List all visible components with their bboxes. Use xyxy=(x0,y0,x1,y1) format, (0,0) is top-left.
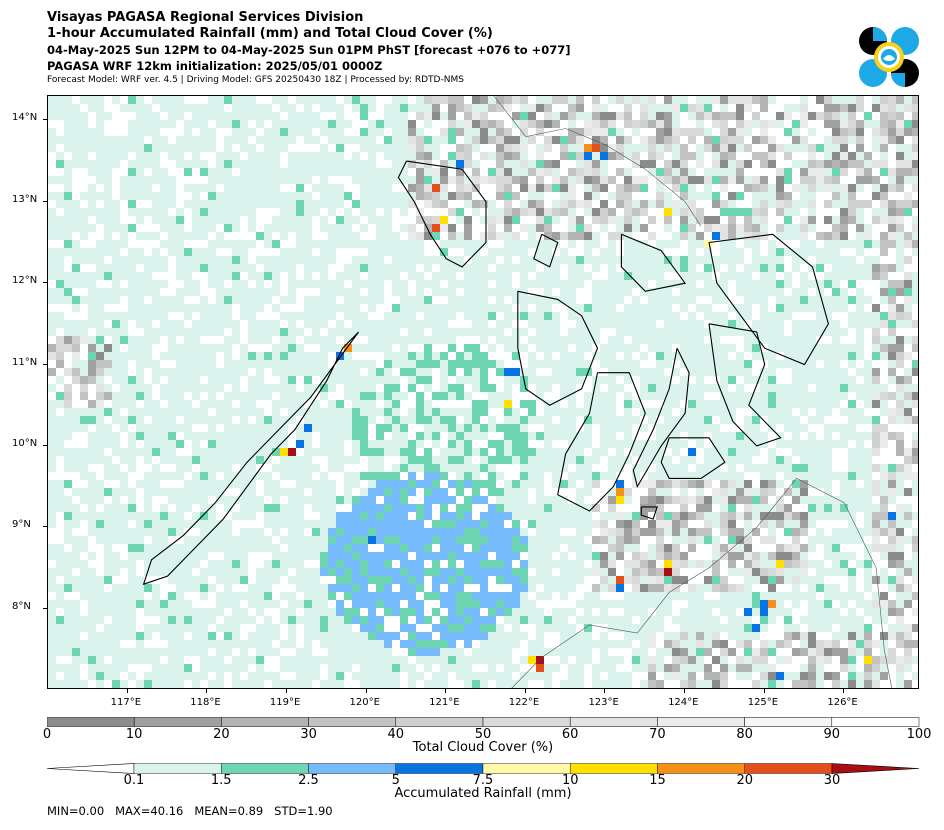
heavy-rain-cells xyxy=(280,144,896,680)
cloud-colorbar-tick: 100 xyxy=(906,727,932,742)
lat-tick-mark xyxy=(43,444,47,446)
rain-colorbar-tick: 2.5 xyxy=(298,773,319,788)
cloud-colorbar-tick: 30 xyxy=(300,727,317,742)
cloud-colorbar-tick: 90 xyxy=(823,727,841,742)
lat-tick-mark xyxy=(43,200,47,202)
rain-colorbar-tick: 1.5 xyxy=(210,773,232,788)
cloud-cover-colorbar xyxy=(47,717,920,727)
lon-tick-mark xyxy=(445,689,447,693)
lon-tick-label: 126°E xyxy=(827,697,858,708)
lon-tick-label: 122°E xyxy=(508,697,540,708)
lon-tick-label: 119°E xyxy=(269,697,301,708)
lon-tick-label: 123°E xyxy=(588,697,619,708)
lon-tick-mark xyxy=(763,689,765,693)
initialization-time: PAGASA WRF 12km initialization: 2025/05/… xyxy=(47,59,383,73)
pagasa-logo-icon xyxy=(859,27,919,87)
lat-tick-mark xyxy=(43,119,47,121)
lat-tick-label: 10°N xyxy=(12,437,38,449)
cloud-colorbar-segment xyxy=(569,717,658,727)
cloud-colorbar-tick: 10 xyxy=(125,727,143,742)
rain-colorbar-tick: 15 xyxy=(649,773,666,788)
rainfall-colorbar xyxy=(47,763,920,774)
lon-tick-mark xyxy=(604,689,606,693)
rainfall-statistics: MIN=0.00 MAX=40.16 MEAN=0.89 STD=1.90 xyxy=(47,804,333,818)
cloud-colorbar-segment xyxy=(657,717,745,727)
rainfall-cloud-map xyxy=(48,96,918,688)
lon-tick-mark xyxy=(843,689,845,693)
rain-colorbar-tick: 30 xyxy=(823,773,841,788)
cloud-colorbar-tick: 80 xyxy=(736,727,753,742)
lat-tick-mark xyxy=(43,282,47,284)
cloud-colorbar-segment xyxy=(744,717,833,727)
cloud-colorbar-tick: 40 xyxy=(387,727,405,742)
lon-tick-label: 121°E xyxy=(429,697,460,708)
cloud-colorbar-tick: 50 xyxy=(474,727,492,742)
lon-tick-mark xyxy=(206,689,208,693)
cloud-colorbar-tick: 20 xyxy=(213,727,230,742)
rain-colorbar-segment xyxy=(308,763,396,774)
lon-tick-mark xyxy=(365,689,367,693)
lon-tick-label: 120°E xyxy=(349,697,380,708)
cloud-colorbar-segment xyxy=(221,717,309,727)
lon-tick-mark xyxy=(126,689,128,693)
lat-tick-label: 11°N xyxy=(12,356,38,368)
cloud-cover-title: Total Cloud Cover (%) xyxy=(412,740,554,755)
cloud-colorbar-tick: 70 xyxy=(649,727,666,742)
lat-tick-mark xyxy=(43,363,47,365)
lon-tick-label: 125°E xyxy=(747,697,779,708)
rain-colorbar-tick: 10 xyxy=(561,773,579,788)
cloud-colorbar-segment xyxy=(395,717,484,727)
lon-tick-mark xyxy=(684,689,686,693)
model-info: Forecast Model: WRF ver. 4.5 | Driving M… xyxy=(47,75,464,85)
valid-time: 04-May-2025 Sun 12PM to 04-May-2025 Sun … xyxy=(47,43,571,57)
rain-colorbar-segment xyxy=(395,763,484,774)
lat-tick-label: 14°N xyxy=(12,112,38,124)
lon-tick-mark xyxy=(285,689,287,693)
lat-tick-label: 9°N xyxy=(12,519,31,531)
rain-colorbar-tick: 0.1 xyxy=(123,773,145,788)
lat-tick-label: 8°N xyxy=(12,600,31,612)
lat-tick-label: 13°N xyxy=(12,193,38,205)
title-product: 1-hour Accumulated Rainfall (mm) and Tot… xyxy=(47,26,493,41)
rain-colorbar-segment xyxy=(657,763,745,774)
lon-tick-label: 118°E xyxy=(190,697,221,708)
rain-colorbar-tick: 20 xyxy=(736,773,754,788)
lon-tick-mark xyxy=(524,689,526,693)
rain-colorbar-segment xyxy=(482,763,571,774)
cloud-colorbar-segment xyxy=(482,717,571,727)
cloud-colorbar-segment xyxy=(308,717,397,727)
rain-colorbar-segment xyxy=(221,763,309,774)
lon-tick-label: 117°E xyxy=(110,697,142,708)
lat-tick-mark xyxy=(43,526,47,528)
rainfall-title: Accumulated Rainfall (mm) xyxy=(394,786,572,801)
rain-colorbar-under xyxy=(47,763,135,774)
cloud-colorbar-tick: 0 xyxy=(42,727,52,742)
rain-colorbar-segment xyxy=(744,763,833,774)
cloud-colorbar-segment xyxy=(47,717,135,727)
rain-colorbar-tick: 5 xyxy=(391,773,400,788)
rain-colorbar-tick: 7.5 xyxy=(472,773,494,788)
lat-tick-label: 12°N xyxy=(12,275,38,287)
coastlines xyxy=(142,96,893,688)
map-panel xyxy=(47,95,919,689)
rain-colorbar-segment xyxy=(133,763,222,774)
title-region: Visayas PAGASA Regional Services Divisio… xyxy=(47,10,364,25)
cloud-colorbar-tick: 60 xyxy=(561,727,579,742)
cloud-colorbar-segment xyxy=(133,717,222,727)
rain-colorbar-over xyxy=(831,763,920,774)
field-cells xyxy=(48,96,918,688)
lat-tick-mark xyxy=(43,607,47,609)
lon-tick-label: 124°E xyxy=(668,697,699,708)
rain-colorbar-segment xyxy=(570,763,658,774)
cloud-colorbar-segment xyxy=(831,717,920,727)
